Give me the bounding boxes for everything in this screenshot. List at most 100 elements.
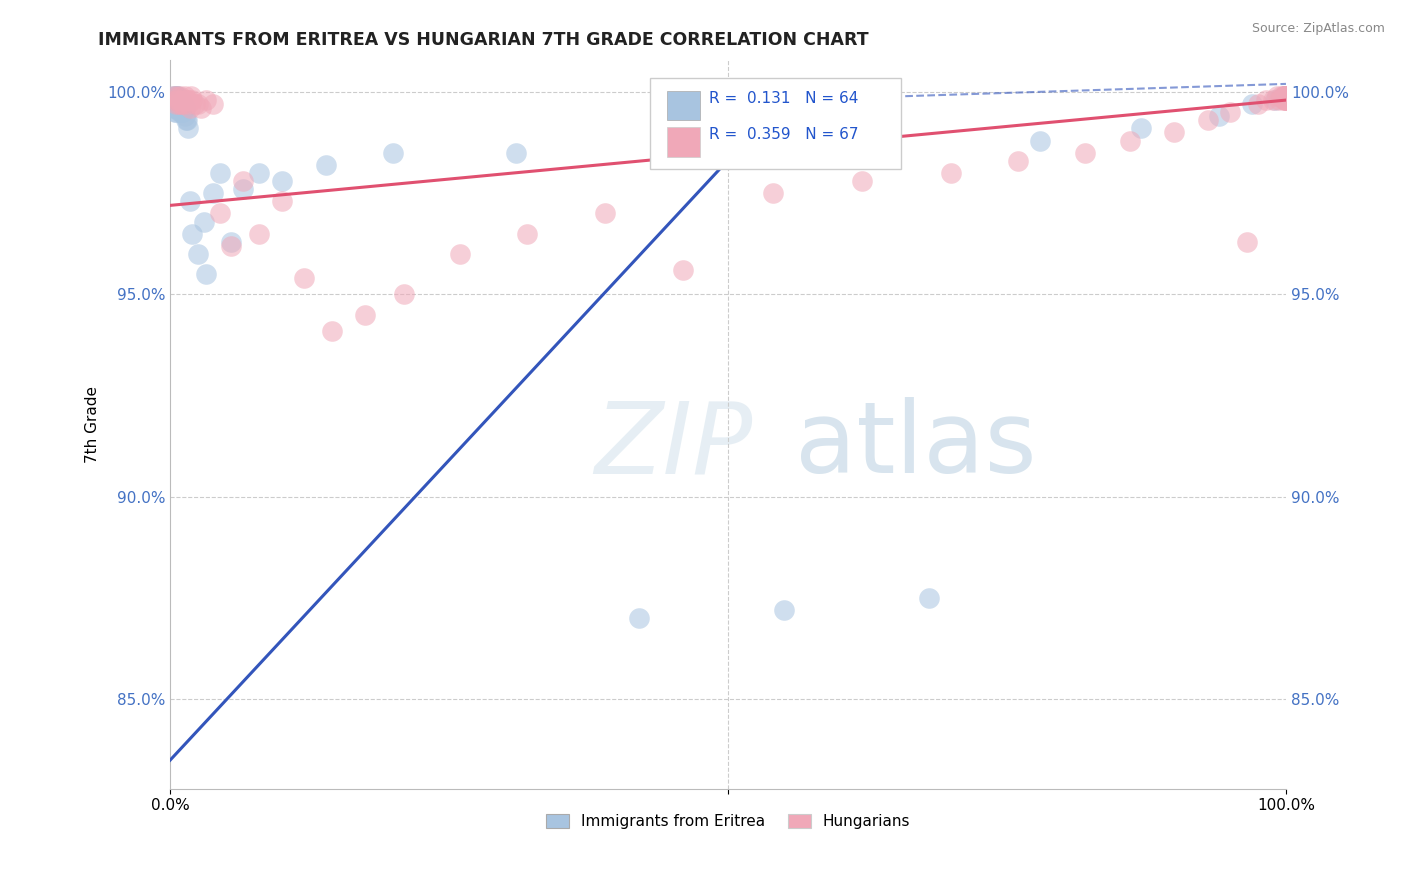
- Point: [169, 105, 191, 120]
- Point: [221, 239, 243, 253]
- Point: [209, 166, 232, 180]
- FancyBboxPatch shape: [666, 128, 700, 157]
- Text: R =  0.359   N = 67: R = 0.359 N = 67: [709, 128, 859, 143]
- Point: [1268, 93, 1291, 107]
- Point: [167, 93, 190, 107]
- Point: [354, 308, 377, 322]
- Point: [1247, 97, 1270, 112]
- Point: [201, 186, 224, 201]
- Point: [1274, 89, 1296, 103]
- Point: [176, 113, 198, 128]
- Point: [169, 93, 191, 107]
- Point: [173, 105, 195, 120]
- Point: [162, 89, 184, 103]
- Point: [167, 101, 190, 115]
- Point: [772, 603, 794, 617]
- Point: [163, 89, 186, 103]
- FancyBboxPatch shape: [666, 91, 700, 120]
- Point: [315, 158, 337, 172]
- Point: [163, 97, 186, 112]
- Point: [270, 194, 292, 209]
- Point: [163, 93, 186, 107]
- Point: [194, 93, 217, 107]
- Point: [1275, 93, 1298, 107]
- Point: [1274, 89, 1296, 103]
- Point: [1219, 105, 1241, 120]
- Point: [1254, 93, 1277, 107]
- Point: [1007, 153, 1029, 168]
- Point: [187, 247, 209, 261]
- Point: [918, 591, 941, 606]
- Point: [1074, 145, 1097, 160]
- Point: [394, 287, 416, 301]
- Point: [162, 101, 184, 115]
- Point: [187, 97, 209, 112]
- Point: [172, 97, 194, 112]
- Point: [292, 271, 315, 285]
- Point: [1265, 89, 1288, 103]
- Point: [270, 174, 292, 188]
- Point: [166, 101, 188, 115]
- Point: [1274, 89, 1296, 103]
- Point: [163, 101, 186, 115]
- Text: R =  0.131   N = 64: R = 0.131 N = 64: [709, 91, 859, 106]
- Point: [166, 89, 188, 103]
- Point: [1274, 89, 1296, 103]
- Y-axis label: 7th Grade: 7th Grade: [86, 385, 100, 463]
- Point: [165, 97, 187, 112]
- Point: [1272, 89, 1295, 103]
- Point: [162, 97, 184, 112]
- Point: [1271, 89, 1294, 103]
- Point: [247, 166, 270, 180]
- Point: [170, 97, 193, 112]
- Legend: Immigrants from Eritrea, Hungarians: Immigrants from Eritrea, Hungarians: [540, 808, 917, 836]
- Point: [167, 97, 190, 112]
- Point: [1275, 89, 1298, 103]
- Point: [172, 105, 194, 120]
- Point: [165, 101, 187, 115]
- Point: [1270, 89, 1292, 103]
- Point: [851, 174, 873, 188]
- Point: [173, 89, 195, 103]
- Point: [174, 113, 197, 128]
- Point: [167, 101, 190, 115]
- Point: [193, 214, 215, 228]
- Point: [1236, 235, 1258, 249]
- Point: [627, 611, 650, 625]
- Point: [209, 206, 232, 220]
- Point: [179, 101, 201, 115]
- Point: [505, 145, 527, 160]
- Point: [1272, 93, 1295, 107]
- Point: [167, 97, 190, 112]
- FancyBboxPatch shape: [650, 78, 901, 169]
- Point: [1274, 93, 1296, 107]
- Point: [162, 93, 184, 107]
- Point: [232, 174, 254, 188]
- Point: [169, 97, 191, 112]
- Point: [179, 194, 201, 209]
- Point: [165, 89, 187, 103]
- Point: [1275, 89, 1298, 103]
- Point: [449, 247, 471, 261]
- Point: [166, 89, 188, 103]
- Point: [167, 89, 190, 103]
- Point: [1275, 89, 1298, 103]
- Point: [232, 182, 254, 196]
- Point: [1261, 93, 1284, 107]
- Point: [170, 105, 193, 120]
- Text: ZIP: ZIP: [595, 398, 752, 494]
- Point: [1274, 93, 1296, 107]
- Point: [516, 227, 538, 241]
- Point: [173, 97, 195, 112]
- Point: [382, 145, 405, 160]
- Point: [167, 93, 190, 107]
- Point: [173, 101, 195, 115]
- Point: [672, 263, 695, 277]
- Point: [181, 93, 204, 107]
- Point: [177, 121, 200, 136]
- Point: [166, 93, 188, 107]
- Point: [1163, 126, 1185, 140]
- Point: [1275, 89, 1298, 103]
- Point: [1241, 97, 1264, 112]
- Point: [167, 97, 190, 112]
